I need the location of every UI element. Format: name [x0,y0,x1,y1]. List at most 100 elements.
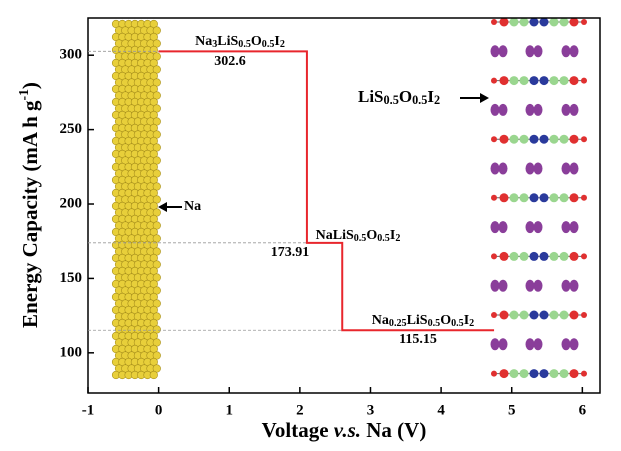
atom [549,134,559,144]
i-atom [561,103,571,116]
i-atom [525,221,535,234]
atom [519,193,529,203]
atom [539,76,549,86]
atom [539,369,549,379]
na-label: Na [184,199,201,214]
atom [529,17,539,27]
atom [539,193,549,203]
atom [549,76,559,86]
atom [581,312,587,318]
i-atom [533,221,543,234]
plot-frame [87,17,601,394]
i-atom [490,162,500,175]
i-atom [490,279,500,292]
i-atom [498,45,508,58]
atom [509,310,519,320]
atom [559,193,569,203]
atom [529,369,539,379]
atom [499,251,509,261]
y-tick-label: 200 [60,195,83,211]
x-tick-label: 0 [155,402,163,418]
atom [499,369,509,379]
i-atom [490,45,500,58]
atom [529,76,539,86]
atom [529,134,539,144]
i-atom [533,279,543,292]
atom [559,17,569,27]
i-atom [525,162,535,175]
y-tick-label: 150 [60,270,83,286]
y-tick-label: 300 [60,47,83,63]
i-atom [533,162,543,175]
i-atom [569,279,579,292]
atom [529,310,539,320]
i-atom [561,279,571,292]
y-axis-label: Energy Capacity (mA h g-1) [16,82,42,328]
atom [491,194,497,201]
atom [491,370,497,377]
i-atom [569,162,579,175]
atom [529,193,539,203]
i-atom [533,103,543,116]
i-atom [561,221,571,234]
x-tick-label: 1 [225,402,233,418]
atom [529,251,539,261]
atom [569,251,579,261]
x-axis-label: Voltage v.s. Na (V) [262,418,427,442]
atom [491,77,497,84]
na-atom [149,370,158,380]
y-tick-label: 250 [60,121,83,137]
i-atom [490,221,500,234]
arrow-head [480,93,489,103]
i-atom [569,103,579,116]
x-tick-label: 4 [437,402,445,418]
i-atom [569,45,579,58]
atom [559,76,569,86]
atom [581,136,587,143]
atom [491,312,497,318]
atom [549,251,559,261]
atom [499,17,509,27]
atom [519,251,529,261]
atom [539,17,549,27]
atom [519,369,529,379]
atom [539,310,549,320]
i-atom [569,338,579,351]
atom [491,19,497,25]
atom [581,370,587,377]
i-atom [561,45,571,58]
x-tick-label: 6 [579,402,587,418]
atom [581,194,587,201]
atom [581,77,587,84]
i-atom [569,221,579,234]
structures [111,17,587,380]
i-atom [561,338,571,351]
atom [569,193,579,203]
x-tick-label: 2 [296,402,304,418]
structure-label: LiS0.5O0.5I2 [358,87,440,107]
i-atom [525,103,535,116]
atom [549,193,559,203]
i-atom [525,279,535,292]
i-atom [525,338,535,351]
i-atom [498,103,508,116]
atom [559,134,569,144]
phase-label: Na3LiS0.5O0.5I2 [195,34,285,50]
i-atom [490,338,500,351]
atom [509,76,519,86]
atom [499,134,509,144]
i-atom [490,103,500,116]
atom [569,310,579,320]
atom [559,251,569,261]
atom [509,134,519,144]
x-tick-label: 5 [508,402,516,418]
atom [569,17,579,27]
value-label: 115.15 [399,332,437,347]
atom [539,251,549,261]
atom [539,134,549,144]
atom [491,253,497,260]
value-label: 173.91 [271,245,310,260]
atom [509,369,519,379]
atom [549,17,559,27]
